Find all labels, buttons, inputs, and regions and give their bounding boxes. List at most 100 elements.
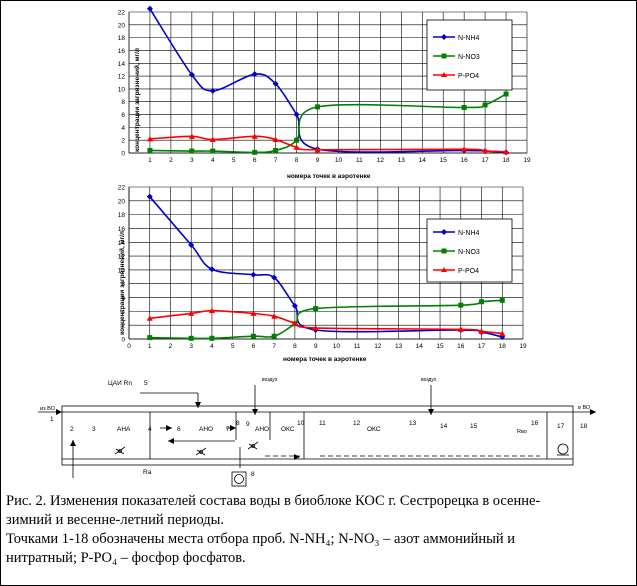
point-10: 10: [297, 420, 305, 427]
y-tick-label: 20: [118, 22, 126, 29]
x-tick-label: 10: [335, 157, 343, 164]
data-point-n-no3: [273, 147, 279, 153]
data-point-n-no3: [503, 91, 509, 97]
y-tick-label: 18: [118, 35, 126, 42]
point-11: 11: [319, 420, 326, 427]
data-point-n-nh4: [146, 193, 153, 200]
data-point-n-no3: [252, 149, 258, 155]
chart1-x-axis-label: номера точек в аэротенке: [287, 173, 371, 180]
figure-caption: Рис. 2. Изменения показателей состава во…: [6, 492, 631, 568]
data-point-n-no3: [250, 333, 256, 339]
data-point-p-po4: [271, 313, 278, 319]
y-tick-label: 14: [118, 61, 126, 68]
zone-ano-2: АНО: [255, 426, 269, 433]
caption-line-3: Точками 1-18 обозначены места отбора про…: [6, 531, 516, 547]
y-tick-label: 22: [118, 185, 126, 192]
data-point-n-no3: [189, 148, 195, 154]
data-point-n-nh4: [209, 87, 216, 94]
chart1-series: [146, 5, 510, 156]
series-line-p-po4: [149, 309, 503, 335]
chart2-y-axis-label: концентрации загрязнений, мг/л: [118, 231, 126, 335]
point-7: 7: [226, 426, 230, 433]
series-line-p-po4: [149, 135, 507, 153]
x-tick-label: 16: [461, 157, 469, 164]
zone-ana: АНА: [117, 426, 131, 433]
y-tick-label: 14: [118, 240, 126, 247]
data-point-n-nh4: [250, 271, 257, 278]
mixer-icon: [114, 446, 126, 455]
data-point-n-no3: [482, 102, 488, 108]
caption-line-4: нитратный; P-PO₄ – фосфор фосфатов.: [6, 550, 246, 566]
label-air-1: воздух: [262, 377, 278, 383]
data-point-n-nh4: [188, 242, 195, 249]
data-point-p-po4: [188, 133, 195, 139]
data-point-p-po4: [208, 307, 215, 314]
x-tick-label: 17: [478, 343, 486, 350]
legend-nh4-marker: [441, 34, 447, 40]
y-tick-label: 22: [118, 10, 126, 17]
point-14: 14: [440, 423, 448, 430]
chart1-legend-no3: N-NO3: [458, 54, 480, 61]
x-tick-label: 4: [211, 157, 215, 164]
x-tick-label: 12: [374, 343, 382, 350]
chart1-y-axis-label: концентрации загрязнений, мг/л: [133, 48, 141, 152]
data-point-n-nh4: [188, 71, 195, 78]
data-point-n-no3: [188, 335, 194, 341]
label-rvo: Rво: [517, 429, 527, 435]
y-tick-label: 2: [121, 323, 125, 330]
y-tick-label: 4: [121, 125, 125, 132]
data-point-p-po4: [457, 326, 464, 332]
legend-po4-marker: [441, 72, 447, 77]
label-to-vo: в ВО: [578, 405, 591, 411]
x-tick-label: 0: [127, 343, 131, 350]
data-point-p-po4: [314, 146, 321, 153]
data-point-n-nh4: [146, 5, 153, 12]
data-point-n-nh4: [291, 302, 298, 309]
data-point-p-po4: [250, 310, 257, 316]
data-point-p-po4: [499, 330, 506, 336]
y-tick-label: 12: [118, 74, 126, 81]
data-point-p-po4: [188, 310, 195, 316]
data-point-p-po4: [461, 146, 468, 152]
point-2: 2: [70, 426, 74, 433]
label-air-2: воздух: [421, 377, 437, 383]
data-point-p-po4: [251, 133, 258, 139]
data-point-p-po4: [146, 315, 153, 321]
data-point-p-po4: [503, 148, 510, 155]
x-tick-label: 9: [314, 343, 318, 350]
x-tick-label: 13: [395, 343, 403, 350]
pump-icon-ra: [231, 471, 247, 487]
label-5: 5: [144, 380, 148, 387]
chart1-legend-nh4: N-NH4: [458, 35, 479, 42]
mixer-icon: [195, 447, 207, 456]
series-line-n-nh4: [149, 8, 507, 154]
label-from-vo: из ВО: [40, 406, 56, 412]
x-tick-label: 18: [502, 157, 510, 164]
x-tick-label: 6: [253, 157, 257, 164]
chart2-x-axis-label: номера точек в аэротенке: [283, 356, 367, 363]
y-tick-label: 16: [118, 48, 126, 55]
point-6: 6: [177, 426, 181, 433]
x-tick-label: 16: [457, 343, 465, 350]
data-point-p-po4: [293, 144, 300, 150]
x-tick-label: 8: [293, 343, 297, 350]
point-3: 3: [92, 426, 96, 433]
x-tick-label: 4: [210, 343, 214, 350]
data-point-n-no3: [313, 306, 319, 312]
chart2-legend: N-NH4 N-NO3 P-PO4: [426, 218, 513, 283]
zone-ano-1: АНО: [199, 426, 213, 433]
data-point-p-po4: [482, 148, 489, 154]
y-tick-label: 8: [121, 281, 125, 288]
y-tick-label: 0: [121, 337, 125, 344]
data-point-n-nh4: [272, 80, 279, 87]
data-point-n-no3: [209, 335, 215, 341]
data-point-n-no3: [499, 297, 505, 303]
x-tick-label: 1: [148, 343, 152, 350]
data-point-n-no3: [458, 302, 464, 308]
y-tick-label: 16: [118, 226, 126, 233]
data-point-p-po4: [312, 324, 319, 331]
y-tick-label: 20: [118, 198, 126, 205]
